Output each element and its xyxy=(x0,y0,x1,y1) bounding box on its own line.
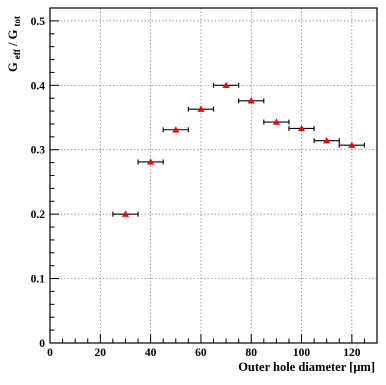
y-tick-label: 0 xyxy=(39,338,45,350)
x-tick-label: 120 xyxy=(343,347,361,359)
x-axis-title: Outer hole diameter [μm] xyxy=(238,360,375,374)
x-tick-labels: 0 20 40 60 80 100 120 xyxy=(47,347,361,359)
data-point-marker xyxy=(247,97,255,104)
x-tick-label: 60 xyxy=(195,347,207,359)
y-axis-title-slash: / xyxy=(6,42,20,47)
data-point-marker xyxy=(147,158,155,165)
y-tick-label: 0.2 xyxy=(31,209,46,221)
y-axis-title-main-1: G xyxy=(6,62,20,72)
data-point-marker xyxy=(172,126,180,133)
data-point-marker xyxy=(297,124,306,132)
y-axis-title-sub-2: tot xyxy=(12,16,22,27)
axis-ticks xyxy=(49,7,378,344)
y-tick-labels: 0 0.1 0.2 0.3 0.4 0.5 xyxy=(31,16,46,350)
y-tick-label: 0.3 xyxy=(31,145,46,157)
y-tick-label: 0.4 xyxy=(31,80,46,92)
x-tick-label: 100 xyxy=(293,347,311,359)
y-tick-label: 0.1 xyxy=(31,274,46,286)
y-tick-label: 0.5 xyxy=(31,16,46,28)
data-point-marker xyxy=(323,137,331,144)
x-tick-label: 80 xyxy=(245,347,257,359)
x-tick-label: 20 xyxy=(95,347,107,359)
data-point-marker xyxy=(121,210,130,217)
y-axis-title-sub-1: eff xyxy=(12,48,22,59)
data-point-marker xyxy=(272,118,280,125)
y-axis-title: G eff / G tot xyxy=(6,16,23,72)
y-axis-title-main-2: G xyxy=(6,29,20,39)
data-point-marker xyxy=(222,81,230,89)
data-point-marker xyxy=(197,105,205,112)
x-tick-label: 40 xyxy=(145,347,157,359)
data-markers xyxy=(121,81,356,217)
x-tick-label: 0 xyxy=(47,347,53,359)
data-point-marker xyxy=(348,141,356,148)
